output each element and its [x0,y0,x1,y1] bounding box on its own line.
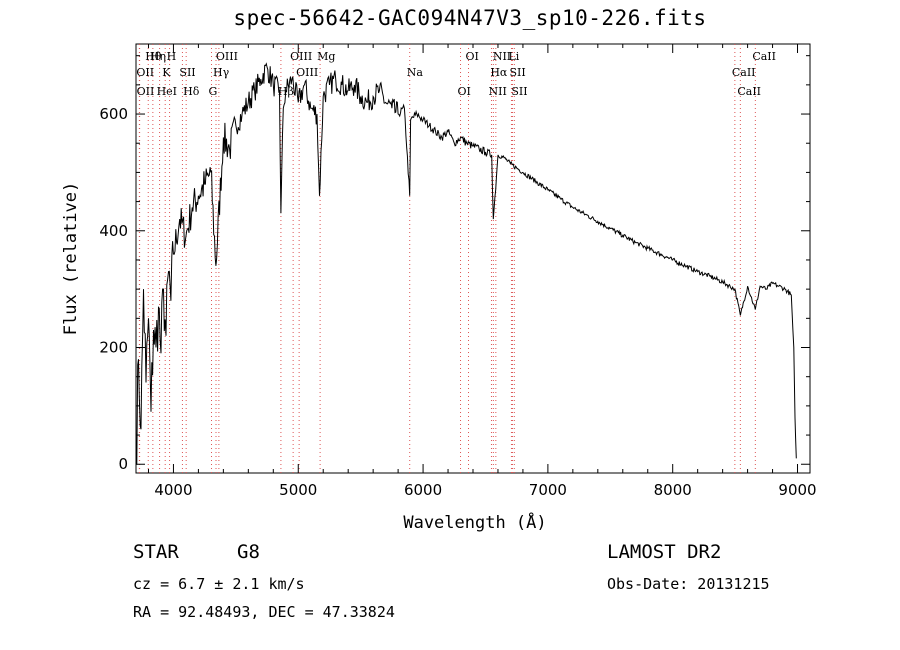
survey-name: LAMOST DR2 [607,541,722,563]
line-label-16: Na [407,66,424,79]
line-label-18: OI [466,50,479,63]
line-label-12: OIII [290,50,312,63]
x-tick-label-4: 8000 [654,481,692,499]
redshift-text: cz = 6.7 ± 2.1 km/s [133,575,305,593]
spectrum-line [136,62,797,465]
x-tick-label-1: 5000 [279,481,317,499]
line-label-10: Hγ [213,66,230,79]
x-tick-label-5: 9000 [778,481,816,499]
line-label-0: Hθ [145,50,162,63]
coordinates-text: RA = 92.48493, DEC = 47.33824 [133,603,395,621]
x-tick-label-3: 7000 [529,481,567,499]
line-label-1: OII [136,66,154,79]
line-label-23: SII [511,85,527,98]
plot-frame [135,43,811,474]
line-label-4: K [162,66,171,79]
object-class: STAR [133,541,179,563]
line-label-6: H [167,50,177,63]
line-label-22: SII [509,66,525,79]
line-label-15: Mg [317,50,335,63]
y-tick-label-3: 600 [99,105,128,123]
line-label-21: NII [493,50,511,63]
line-label-11: G [209,85,218,98]
line-label-25: CaII [732,66,756,79]
line-label-3: Hη [150,50,166,63]
y-tick-label-2: 400 [99,222,128,240]
line-label-17: OI [458,85,471,98]
x-axis-label: Wavelength (Å) [403,511,546,533]
object-subclass: G8 [237,541,260,563]
x-tick-label-0: 4000 [154,481,192,499]
line-label-20: NII [488,85,506,98]
chart-title: spec-56642-GAC094N47V3_sp10-226.fits [233,6,707,30]
line-label-5: HeI [157,85,177,98]
line-label-24: Li [508,50,519,63]
y-tick-label-0: 0 [118,455,128,473]
y-axis-label: Flux (relative) [61,182,81,336]
line-label-8: Hδ [183,85,200,98]
line-label-27: CaII [752,50,776,63]
line-label-13: OIII [296,66,318,79]
line-label-26: CaII [737,85,761,98]
x-tick-label-2: 6000 [404,481,442,499]
y-tick-label-1: 200 [99,339,128,357]
line-label-19: Hα [490,66,508,79]
line-label-2: OII [137,85,155,98]
line-label-9: OIII [216,50,238,63]
obs-date-text: Obs-Date: 20131215 [607,575,770,593]
line-label-7: SII [179,66,195,79]
